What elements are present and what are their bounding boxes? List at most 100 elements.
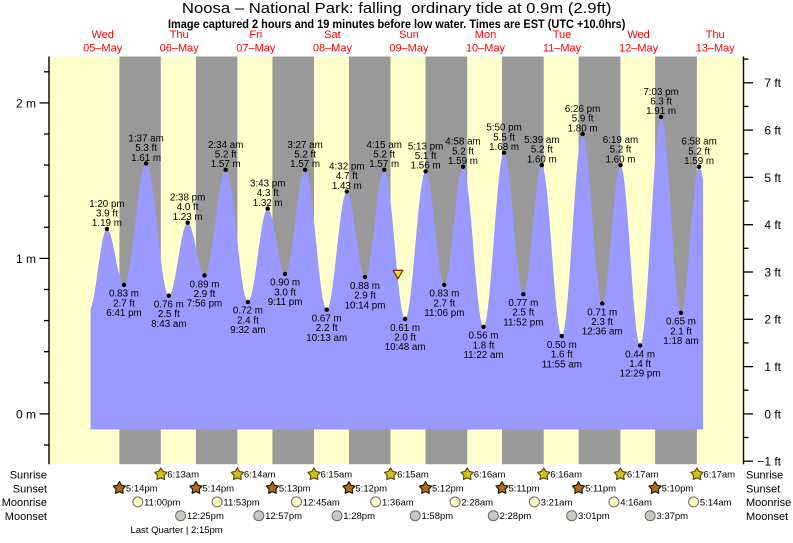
svg-text:12:25pm: 12:25pm: [187, 511, 224, 522]
svg-text:5.2 ft: 5.2 ft: [373, 149, 395, 160]
svg-text:1:36am: 1:36am: [382, 497, 414, 508]
svg-text:11–May: 11–May: [543, 43, 582, 55]
svg-text:10:14 pm: 10:14 pm: [345, 300, 386, 311]
svg-text:6:19 am: 6:19 am: [603, 135, 638, 146]
svg-text:1:18 am: 1:18 am: [663, 336, 698, 347]
svg-text:1.80 m: 1.80 m: [568, 123, 598, 134]
svg-text:12:29 pm: 12:29 pm: [620, 369, 661, 380]
svg-text:2.1 ft: 2.1 ft: [670, 326, 692, 337]
svg-text:08–May: 08–May: [313, 43, 353, 55]
svg-text:Fri: Fri: [249, 29, 262, 41]
svg-text:4:58 am: 4:58 am: [445, 137, 480, 148]
svg-text:5.2 ft: 5.2 ft: [531, 145, 553, 156]
svg-text:0 m: 0 m: [16, 407, 36, 421]
svg-text:6:16am: 6:16am: [474, 470, 506, 481]
svg-text:4 ft: 4 ft: [764, 218, 781, 232]
svg-text:5:14pm: 5:14pm: [126, 484, 158, 495]
svg-text:Last Quarter | 2:15pm: Last Quarter | 2:15pm: [130, 525, 222, 536]
svg-text:2 ft: 2 ft: [764, 313, 781, 327]
svg-text:4:16am: 4:16am: [620, 497, 652, 508]
svg-text:2.9 ft: 2.9 ft: [194, 289, 216, 300]
svg-text:Wed: Wed: [627, 29, 649, 41]
svg-text:1.32 m: 1.32 m: [253, 198, 283, 209]
svg-text:5:14pm: 5:14pm: [202, 484, 234, 495]
svg-text:5.9 ft: 5.9 ft: [572, 114, 594, 125]
svg-text:Sun: Sun: [399, 29, 419, 41]
svg-text:12:57pm: 12:57pm: [265, 511, 302, 522]
svg-text:5:13pm: 5:13pm: [279, 484, 311, 495]
svg-text:0.50 m: 0.50 m: [547, 340, 577, 351]
svg-text:Sunrise: Sunrise: [746, 470, 783, 482]
svg-text:3.0 ft: 3.0 ft: [274, 287, 296, 298]
svg-text:12:36 am: 12:36 am: [582, 327, 623, 338]
svg-text:2.9 ft: 2.9 ft: [354, 291, 376, 302]
svg-text:6:17am: 6:17am: [703, 470, 735, 481]
svg-text:0.76 m: 0.76 m: [154, 300, 184, 311]
svg-text:2:38 pm: 2:38 pm: [170, 193, 205, 204]
svg-text:Sunrise: Sunrise: [10, 470, 47, 482]
svg-text:6:13am: 6:13am: [167, 470, 199, 481]
svg-text:1.23 m: 1.23 m: [173, 212, 203, 223]
svg-text:Moonset: Moonset: [5, 511, 47, 523]
svg-text:1.91 m: 1.91 m: [646, 106, 676, 117]
svg-text:Thu: Thu: [706, 29, 725, 41]
svg-text:0.88 m: 0.88 m: [350, 281, 380, 292]
svg-text:Image captured 2 hours and 19: Image captured 2 hours and 19 minutes be…: [168, 17, 625, 31]
svg-text:09–May: 09–May: [389, 43, 429, 55]
svg-text:3:27 am: 3:27 am: [287, 140, 322, 151]
svg-text:5.5 ft: 5.5 ft: [493, 132, 515, 143]
svg-text:Moonrise: Moonrise: [2, 497, 47, 509]
svg-text:1.57 m: 1.57 m: [369, 159, 399, 170]
svg-text:05–May: 05–May: [83, 43, 123, 55]
svg-text:5:39 am: 5:39 am: [524, 135, 559, 146]
svg-text:Wed: Wed: [91, 29, 113, 41]
svg-text:1.68 m: 1.68 m: [489, 142, 519, 153]
svg-text:Tue: Tue: [553, 29, 572, 41]
svg-text:11:06 pm: 11:06 pm: [424, 308, 464, 319]
svg-text:0.77 m: 0.77 m: [508, 298, 538, 309]
svg-text:3:01pm: 3:01pm: [578, 511, 610, 522]
svg-text:1.43 m: 1.43 m: [332, 181, 362, 192]
svg-text:5.2 ft: 5.2 ft: [452, 146, 474, 157]
svg-text:6.3 ft: 6.3 ft: [650, 97, 672, 108]
svg-text:0.67 m: 0.67 m: [312, 314, 342, 325]
svg-text:2:28pm: 2:28pm: [500, 511, 532, 522]
svg-text:5.2 ft: 5.2 ft: [688, 146, 710, 157]
svg-text:0.72 m: 0.72 m: [233, 306, 263, 317]
svg-text:1.57 m: 1.57 m: [290, 159, 320, 170]
svg-text:1.59 m: 1.59 m: [684, 156, 714, 167]
svg-text:2.7 ft: 2.7 ft: [113, 298, 135, 309]
svg-text:3.9 ft: 3.9 ft: [96, 209, 118, 220]
svg-text:Thu: Thu: [170, 29, 189, 41]
svg-text:5:11pm: 5:11pm: [585, 484, 616, 495]
svg-text:5.2 ft: 5.2 ft: [294, 149, 316, 160]
svg-text:6:15am: 6:15am: [397, 470, 429, 481]
svg-text:2.5 ft: 2.5 ft: [512, 308, 534, 319]
svg-text:2.2 ft: 2.2 ft: [316, 323, 338, 334]
svg-text:6:58 am: 6:58 am: [681, 137, 716, 148]
svg-text:11:55 am: 11:55 am: [542, 359, 582, 370]
svg-text:11:53pm: 11:53pm: [223, 497, 259, 508]
svg-text:10:13 am: 10:13 am: [306, 333, 347, 344]
svg-text:11:00pm: 11:00pm: [144, 497, 180, 508]
svg-text:2.7 ft: 2.7 ft: [433, 298, 455, 309]
svg-text:5:13 pm: 5:13 pm: [408, 141, 443, 152]
svg-text:2 m: 2 m: [16, 96, 36, 110]
svg-text:1.61 m: 1.61 m: [131, 153, 161, 164]
svg-text:0.83 m: 0.83 m: [429, 289, 459, 300]
svg-text:4.7 ft: 4.7 ft: [336, 171, 358, 182]
svg-text:Mon: Mon: [475, 29, 496, 41]
svg-text:1.8 ft: 1.8 ft: [473, 340, 495, 351]
svg-text:06–May: 06–May: [160, 43, 200, 55]
svg-text:6:26 pm: 6:26 pm: [565, 104, 600, 115]
svg-text:Moonset: Moonset: [746, 511, 788, 523]
svg-text:0.83 m: 0.83 m: [109, 289, 139, 300]
svg-text:6:15am: 6:15am: [321, 470, 353, 481]
svg-text:6:41 pm: 6:41 pm: [106, 308, 141, 319]
svg-text:7:56 pm: 7:56 pm: [187, 299, 222, 310]
svg-text:5 ft: 5 ft: [764, 171, 781, 185]
svg-text:1:28pm: 1:28pm: [343, 511, 375, 522]
svg-text:2:34 am: 2:34 am: [208, 140, 243, 151]
svg-text:1 ft: 1 ft: [764, 360, 781, 374]
svg-text:0.61 m: 0.61 m: [390, 323, 420, 334]
